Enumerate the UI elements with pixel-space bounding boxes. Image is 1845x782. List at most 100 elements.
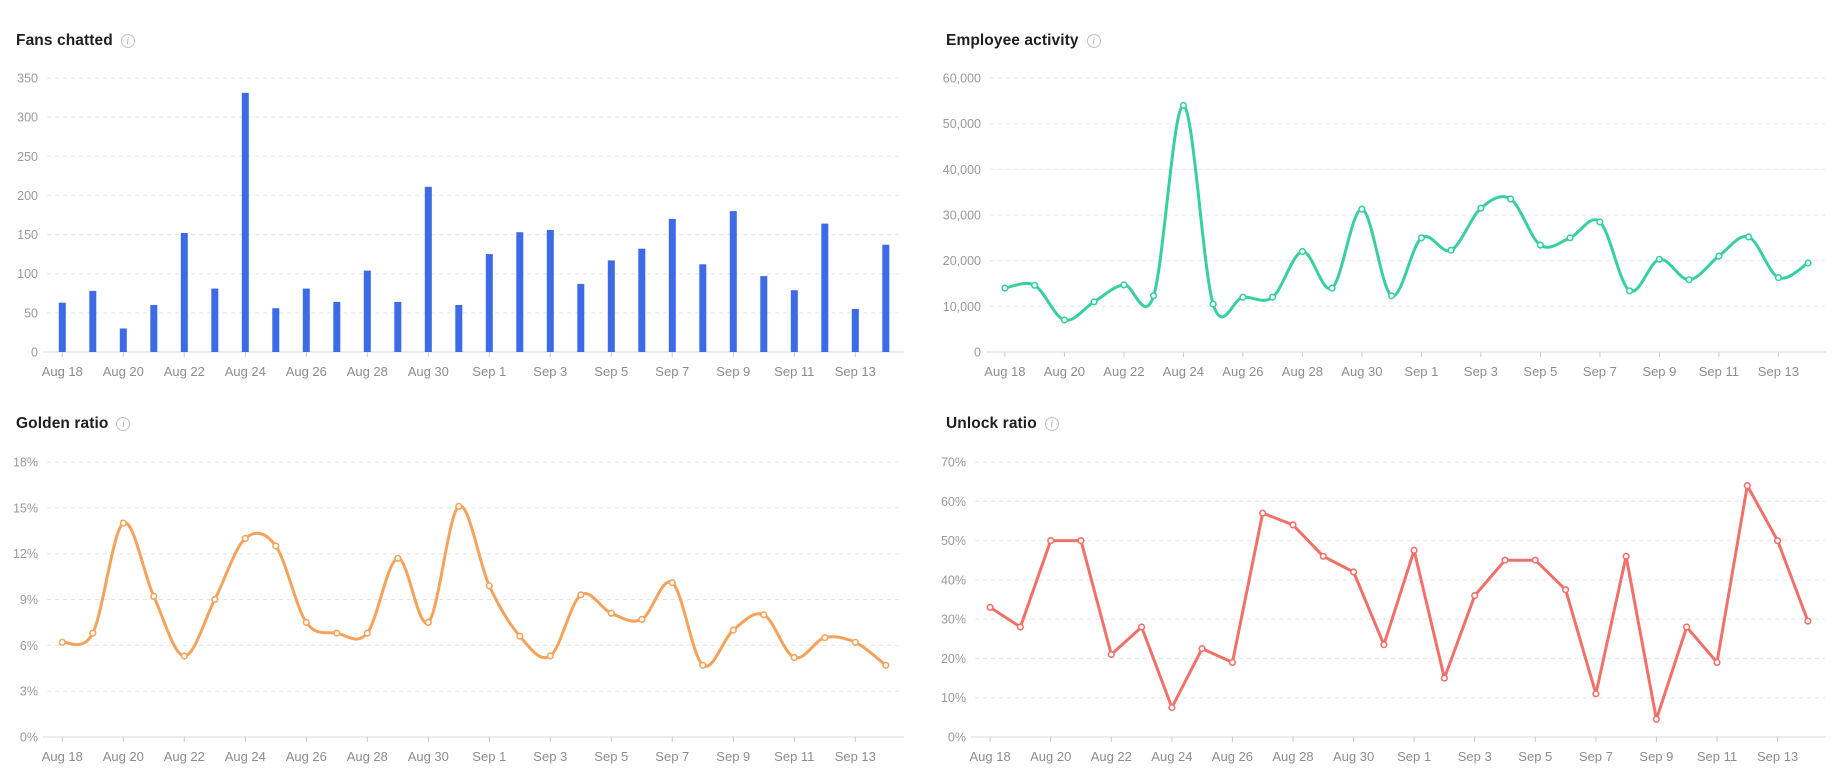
svg-text:Aug 22: Aug 22	[1091, 749, 1132, 764]
svg-text:Aug 18: Aug 18	[42, 749, 83, 764]
svg-text:Sep 7: Sep 7	[655, 749, 689, 764]
svg-text:60,000: 60,000	[943, 72, 981, 86]
svg-text:Sep 13: Sep 13	[1757, 749, 1798, 764]
svg-text:Sep 3: Sep 3	[533, 364, 567, 379]
svg-text:Sep 9: Sep 9	[1639, 749, 1673, 764]
svg-text:0: 0	[31, 346, 38, 360]
chart-header: Unlock ratio i	[946, 415, 1059, 433]
svg-text:Sep 11: Sep 11	[1699, 364, 1739, 379]
chart-card-fans-chatted: Fans chatted i 0 50 100 150 200 250 300 350 Aug …	[0, 0, 922, 391]
svg-text:100: 100	[17, 267, 38, 281]
svg-text:Aug 24: Aug 24	[225, 749, 266, 764]
golden-ratio-line-chart[interactable]: 0% 3% 6% 9% 12% 15% 18% Aug 18 Aug 20 Aug 22 Aug 2…	[0, 391, 922, 782]
svg-text:Sep 3: Sep 3	[1458, 749, 1492, 764]
fans-chatted-bar-chart[interactable]: 0 50 100 150 200 250 300 350 Aug 18 Aug 20 Aug 22 A…	[0, 0, 922, 391]
svg-text:Aug 24: Aug 24	[1151, 749, 1192, 764]
svg-text:3%: 3%	[20, 685, 38, 699]
svg-text:50,000: 50,000	[943, 117, 981, 131]
chart-title: Unlock ratio	[946, 415, 1037, 432]
chart-header: Golden ratio i	[16, 415, 131, 433]
svg-text:Aug 30: Aug 30	[408, 364, 449, 379]
svg-text:30%: 30%	[941, 613, 966, 627]
svg-text:Sep 11: Sep 11	[774, 749, 814, 764]
svg-text:40%: 40%	[941, 573, 966, 587]
employee-activity-line-chart[interactable]: 0 10,000 20,000 30,000 40,000 50,000 60,000 Aug…	[922, 0, 1845, 391]
svg-text:Aug 26: Aug 26	[286, 749, 327, 764]
svg-text:12%: 12%	[13, 547, 38, 561]
svg-text:30,000: 30,000	[943, 209, 981, 223]
svg-text:Aug 24: Aug 24	[1163, 364, 1204, 379]
chart-card-unlock-ratio: Unlock ratio i 0% 10% 20% 30% 40% 50% 60% 70% Au…	[922, 391, 1845, 782]
chart-title: Golden ratio	[16, 415, 109, 432]
svg-text:Sep 1: Sep 1	[1404, 364, 1438, 379]
info-icon[interactable]: i	[120, 34, 135, 48]
svg-text:Sep 13: Sep 13	[835, 749, 876, 764]
svg-text:350: 350	[17, 72, 38, 86]
svg-text:Aug 26: Aug 26	[1212, 749, 1253, 764]
svg-text:Aug 22: Aug 22	[164, 749, 205, 764]
svg-text:20%: 20%	[941, 652, 966, 666]
svg-text:Aug 26: Aug 26	[1222, 364, 1263, 379]
svg-text:Sep 11: Sep 11	[1697, 749, 1737, 764]
svg-text:Aug 20: Aug 20	[1030, 749, 1071, 764]
svg-text:Aug 20: Aug 20	[103, 749, 144, 764]
svg-text:6%: 6%	[20, 639, 38, 653]
chart-header: Employee activity i	[946, 32, 1101, 50]
svg-text:Sep 1: Sep 1	[472, 364, 506, 379]
svg-text:Sep 1: Sep 1	[1397, 749, 1431, 764]
info-icon[interactable]: i	[1044, 417, 1059, 431]
svg-text:150: 150	[17, 228, 38, 242]
svg-text:Aug 18: Aug 18	[42, 364, 83, 379]
svg-text:0: 0	[974, 346, 981, 360]
svg-text:Sep 3: Sep 3	[1464, 364, 1498, 379]
svg-text:Sep 13: Sep 13	[835, 364, 876, 379]
svg-text:Sep 7: Sep 7	[1579, 749, 1613, 764]
svg-text:Sep 1: Sep 1	[472, 749, 506, 764]
svg-text:Aug 30: Aug 30	[1341, 364, 1382, 379]
svg-text:Aug 20: Aug 20	[1044, 364, 1085, 379]
svg-text:Aug 26: Aug 26	[286, 364, 327, 379]
svg-text:Sep 11: Sep 11	[774, 364, 814, 379]
svg-text:Aug 28: Aug 28	[1272, 749, 1313, 764]
svg-text:300: 300	[17, 111, 38, 125]
svg-text:Aug 30: Aug 30	[1333, 749, 1374, 764]
chart-title: Fans chatted	[16, 32, 113, 49]
svg-text:0%: 0%	[948, 731, 966, 745]
svg-text:0%: 0%	[20, 731, 38, 745]
svg-text:Aug 28: Aug 28	[1282, 364, 1323, 379]
svg-text:Aug 20: Aug 20	[103, 364, 144, 379]
chart-card-employee-activity: Employee activity i 0 10,000 20,000 30,000 4…	[922, 0, 1845, 391]
svg-text:40,000: 40,000	[943, 163, 981, 177]
svg-text:Aug 22: Aug 22	[164, 364, 205, 379]
svg-text:Aug 22: Aug 22	[1103, 364, 1144, 379]
svg-text:60%: 60%	[941, 495, 966, 509]
svg-text:Sep 9: Sep 9	[1642, 364, 1676, 379]
chart-title: Employee activity	[946, 32, 1079, 49]
svg-text:Aug 24: Aug 24	[225, 364, 266, 379]
svg-text:250: 250	[17, 150, 38, 164]
svg-text:50%: 50%	[941, 534, 966, 548]
svg-text:Sep 3: Sep 3	[533, 749, 567, 764]
svg-text:70%: 70%	[941, 456, 966, 470]
info-icon[interactable]: i	[1086, 34, 1101, 48]
svg-text:Sep 5: Sep 5	[1518, 749, 1552, 764]
svg-text:20,000: 20,000	[943, 254, 981, 268]
svg-text:Sep 9: Sep 9	[716, 364, 750, 379]
svg-text:50: 50	[24, 306, 38, 320]
svg-text:200: 200	[17, 189, 38, 203]
svg-text:10%: 10%	[941, 691, 966, 705]
svg-text:Sep 5: Sep 5	[594, 364, 628, 379]
svg-text:Sep 13: Sep 13	[1758, 364, 1799, 379]
svg-text:Aug 28: Aug 28	[347, 364, 388, 379]
chart-header: Fans chatted i	[16, 32, 135, 50]
unlock-ratio-line-chart[interactable]: 0% 10% 20% 30% 40% 50% 60% 70% Aug 18 Aug 20 Aug 2…	[922, 391, 1845, 782]
svg-text:Aug 28: Aug 28	[347, 749, 388, 764]
svg-text:Aug 18: Aug 18	[969, 749, 1010, 764]
info-icon[interactable]: i	[116, 417, 131, 431]
chart-card-golden-ratio: Golden ratio i 0% 3% 6% 9% 12% 15% 18% Aug 18 Au…	[0, 391, 922, 782]
svg-text:Sep 5: Sep 5	[594, 749, 628, 764]
svg-text:Sep 7: Sep 7	[655, 364, 689, 379]
svg-text:9%: 9%	[20, 593, 38, 607]
svg-text:Sep 7: Sep 7	[1583, 364, 1617, 379]
